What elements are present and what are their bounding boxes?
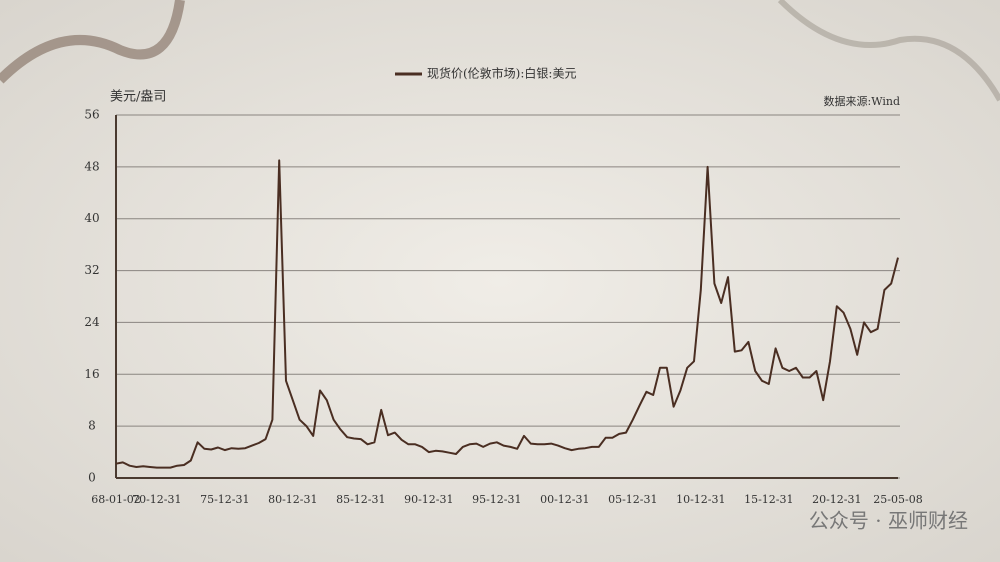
y-tick-label: 8 [88, 419, 96, 433]
x-tick-label: 80-12-31 [268, 493, 317, 506]
x-tick-label: 70-12-31 [132, 493, 181, 506]
x-tick-label: 75-12-31 [200, 493, 249, 506]
x-tick-label: 68-01-02 [91, 493, 140, 506]
x-tick-label: 20-12-31 [812, 493, 861, 506]
x-tick-label: 00-12-31 [540, 493, 589, 506]
y-tick-label: 48 [84, 159, 99, 173]
y-tick-label: 24 [84, 315, 100, 329]
decoration [777, 0, 1000, 102]
watermark: 公众号 · 巫师财经 [809, 509, 968, 533]
decoration [0, 0, 185, 84]
x-tick-label: 15-12-31 [744, 493, 793, 506]
x-tick-label: 05-12-31 [608, 493, 657, 506]
y-tick-label: 16 [84, 367, 99, 381]
y-axis-label: 美元/盎司 [110, 90, 166, 105]
y-tick-label: 0 [88, 471, 96, 485]
y-tick-label: 32 [84, 263, 99, 277]
y-tick-label: 40 [84, 211, 99, 225]
source: 数据来源:Wind [824, 94, 900, 108]
x-tick-label: 10-12-31 [676, 493, 725, 506]
y-tick-label: 56 [84, 108, 99, 122]
x-tick-label: 85-12-31 [336, 493, 385, 506]
x-tick-label: 95-12-31 [472, 493, 521, 506]
legend-label: 现货价(伦敦市场):白银:美元 [427, 66, 576, 81]
line-series [115, 159, 899, 469]
x-tick-label: 90-12-31 [404, 493, 453, 506]
x-tick-label: 25-05-08 [873, 493, 922, 506]
